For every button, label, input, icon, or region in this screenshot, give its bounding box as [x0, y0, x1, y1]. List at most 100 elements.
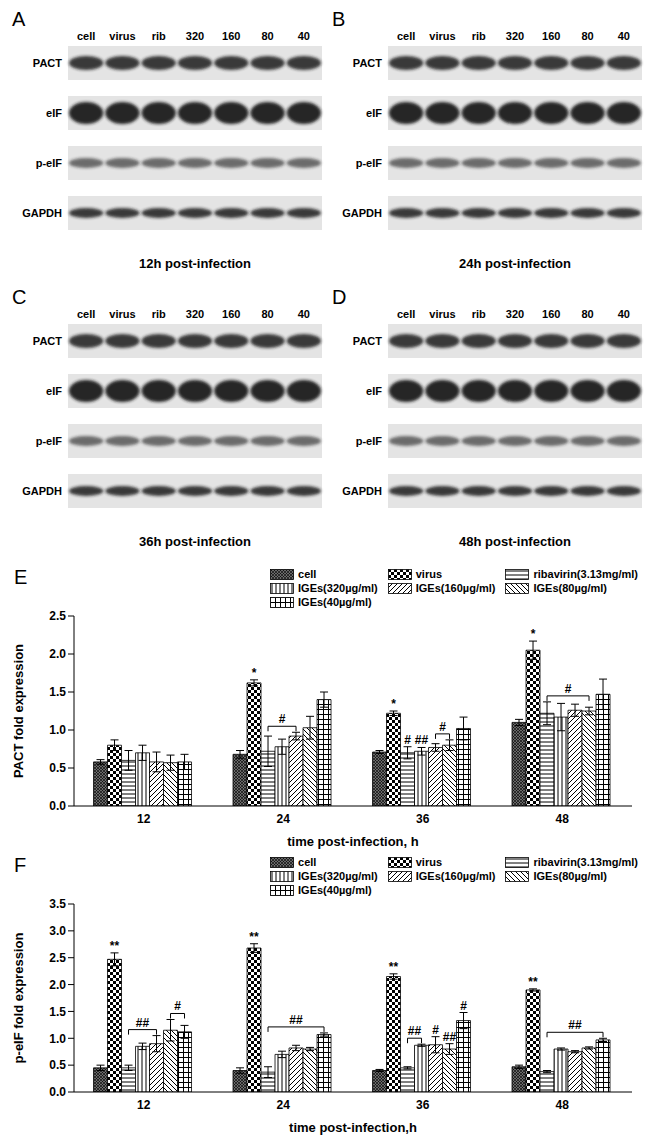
svg-text:eIF: eIF	[366, 385, 382, 397]
svg-text:virus: virus	[429, 30, 455, 42]
svg-text:**: **	[249, 930, 259, 944]
svg-text:PACT: PACT	[33, 335, 62, 347]
svg-text:#: #	[404, 733, 411, 747]
svg-text:cell: cell	[397, 30, 415, 42]
svg-text:rib: rib	[152, 30, 166, 42]
svg-text:*: *	[391, 697, 396, 711]
svg-text:160: 160	[542, 30, 560, 42]
svg-text:rib: rib	[152, 308, 166, 320]
svg-text:PACT: PACT	[353, 335, 382, 347]
svg-text:cell: cell	[397, 308, 415, 320]
svg-text:36: 36	[416, 812, 430, 826]
svg-text:##: ##	[289, 1013, 303, 1027]
svg-text:GAPDH: GAPDH	[22, 207, 62, 219]
svg-text:#: #	[565, 682, 572, 696]
svg-text:1.5: 1.5	[49, 1005, 66, 1019]
svg-text:40: 40	[298, 308, 310, 320]
svg-text:#: #	[460, 999, 467, 1013]
svg-text:*: *	[531, 627, 536, 641]
svg-text:##: ##	[568, 1018, 582, 1032]
svg-text:0.5: 0.5	[49, 761, 66, 775]
svg-text:0.0: 0.0	[49, 1085, 66, 1099]
svg-text:24: 24	[277, 812, 291, 826]
svg-text:160: 160	[222, 308, 240, 320]
svg-text:D: D	[332, 286, 346, 308]
svg-text:1.5: 1.5	[49, 685, 66, 699]
svg-text:1.0: 1.0	[49, 1032, 66, 1046]
svg-text:eIF: eIF	[46, 385, 62, 397]
svg-text:2.5: 2.5	[49, 951, 66, 965]
svg-text:##: ##	[136, 1016, 150, 1030]
svg-text:GAPDH: GAPDH	[22, 485, 62, 497]
svg-text:12: 12	[137, 1098, 151, 1112]
svg-text:rib: rib	[472, 308, 486, 320]
svg-text:36h post-infection: 36h post-infection	[139, 534, 251, 549]
svg-text:80: 80	[261, 308, 273, 320]
svg-text:160: 160	[542, 308, 560, 320]
svg-text:eIF: eIF	[366, 107, 382, 119]
svg-text:cell: cell	[77, 30, 95, 42]
svg-text:**: **	[389, 960, 399, 974]
svg-text:320: 320	[506, 30, 524, 42]
svg-text:GAPDH: GAPDH	[342, 485, 382, 497]
svg-text:#: #	[439, 720, 446, 734]
svg-text:24h post-infection: 24h post-infection	[459, 256, 571, 271]
svg-text:p-eIF: p-eIF	[356, 435, 383, 447]
svg-text:24: 24	[277, 1098, 291, 1112]
svg-text:B: B	[332, 8, 345, 30]
svg-text:##: ##	[415, 733, 429, 747]
svg-text:p-eIF fold expression: p-eIF fold expression	[11, 933, 26, 1064]
svg-text:p-eIF: p-eIF	[36, 157, 63, 169]
svg-text:12h post-infection: 12h post-infection	[139, 256, 251, 271]
svg-text:40: 40	[298, 30, 310, 42]
svg-text:p-eIF: p-eIF	[36, 435, 63, 447]
svg-text:40: 40	[618, 308, 630, 320]
svg-text:#: #	[174, 999, 181, 1013]
svg-text:C: C	[12, 286, 26, 308]
svg-text:80: 80	[261, 30, 273, 42]
svg-text:virus: virus	[109, 30, 135, 42]
svg-text:36: 36	[416, 1098, 430, 1112]
svg-text:0.0: 0.0	[49, 799, 66, 813]
svg-text:160: 160	[222, 30, 240, 42]
svg-text:time post-infection, h: time post-infection, h	[287, 834, 419, 849]
svg-text:A: A	[12, 8, 26, 30]
svg-text:3.0: 3.0	[49, 924, 66, 938]
svg-text:80: 80	[581, 30, 593, 42]
svg-text:PACT fold expression: PACT fold expression	[11, 644, 26, 778]
svg-text:320: 320	[186, 30, 204, 42]
html-text:F: F	[14, 854, 27, 876]
svg-text:#: #	[279, 712, 286, 726]
svg-text:48h post-infection: 48h post-infection	[459, 534, 571, 549]
svg-text:2.0: 2.0	[49, 647, 66, 661]
svg-text:#: #	[432, 1023, 439, 1037]
svg-text:80: 80	[581, 308, 593, 320]
svg-text:320: 320	[186, 308, 204, 320]
html-text:E: E	[14, 566, 28, 588]
svg-text:time post-infection,h: time post-infection,h	[289, 1120, 417, 1135]
svg-text:p-eIF: p-eIF	[356, 157, 383, 169]
svg-text:2.5: 2.5	[49, 609, 66, 623]
svg-text:PACT: PACT	[353, 57, 382, 69]
svg-text:1.0: 1.0	[49, 723, 66, 737]
svg-text:**: **	[528, 975, 538, 989]
svg-text:12: 12	[137, 812, 151, 826]
svg-text:virus: virus	[429, 308, 455, 320]
svg-text:2.0: 2.0	[49, 978, 66, 992]
svg-text:virus: virus	[109, 308, 135, 320]
svg-text:*: *	[252, 666, 257, 680]
svg-text:##: ##	[408, 1024, 422, 1038]
svg-text:48: 48	[556, 812, 570, 826]
svg-text:##: ##	[443, 1030, 457, 1044]
svg-text:**: **	[110, 939, 120, 953]
svg-text:40: 40	[618, 30, 630, 42]
svg-text:cell: cell	[77, 308, 95, 320]
svg-text:3.5: 3.5	[49, 897, 66, 911]
svg-text:rib: rib	[472, 30, 486, 42]
svg-text:GAPDH: GAPDH	[342, 207, 382, 219]
svg-text:320: 320	[506, 308, 524, 320]
svg-text:0.5: 0.5	[49, 1058, 66, 1072]
svg-text:eIF: eIF	[46, 107, 62, 119]
svg-text:PACT: PACT	[33, 57, 62, 69]
svg-text:48: 48	[556, 1098, 570, 1112]
